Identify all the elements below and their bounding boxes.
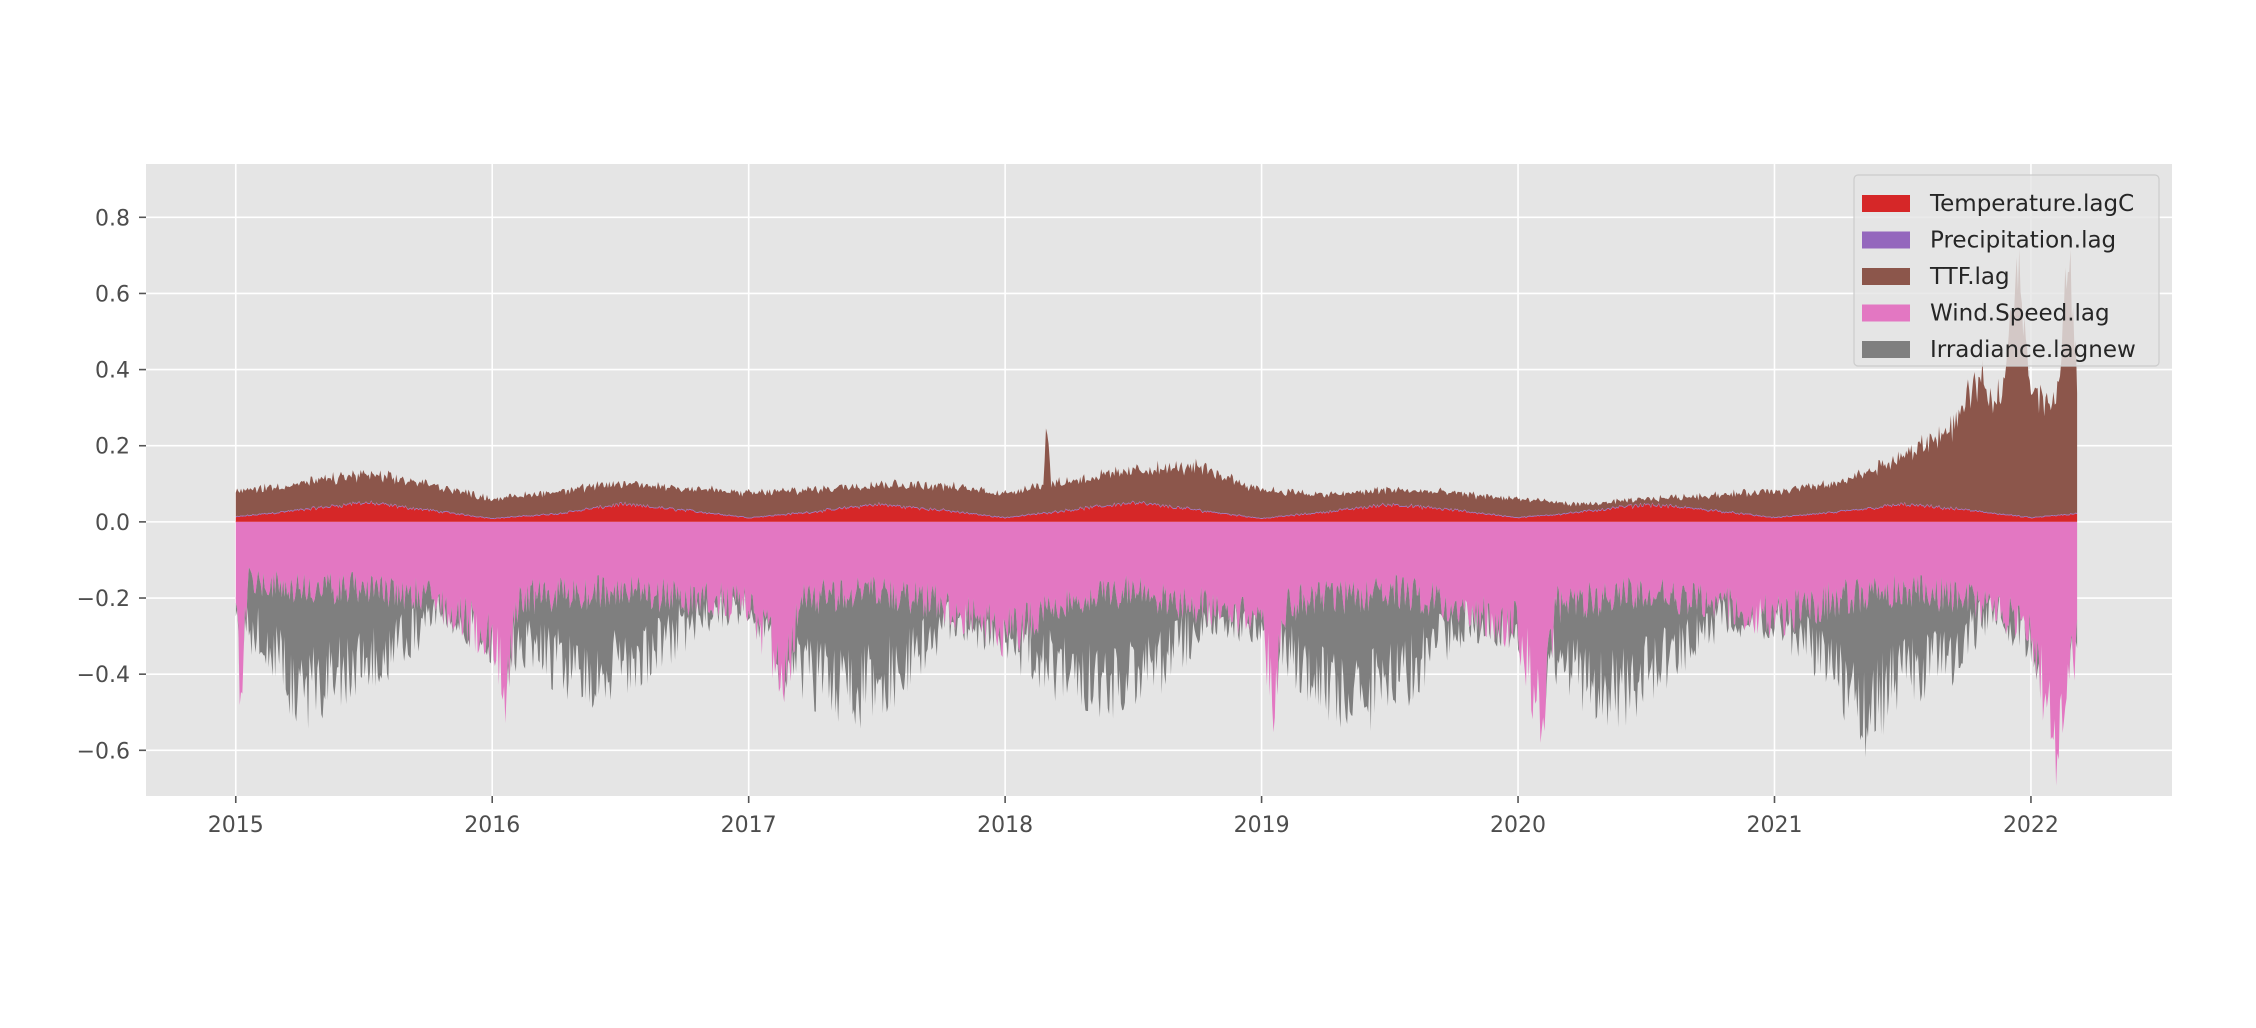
legend-swatch	[1862, 268, 1910, 285]
y-tick-label: 0.8	[95, 206, 130, 231]
legend-swatch	[1862, 231, 1910, 249]
y-tick-label: −0.4	[77, 663, 130, 688]
legend-swatch	[1862, 304, 1910, 322]
area-irradiance-lagnew	[235, 567, 2078, 786]
y-tick-label: −0.2	[77, 587, 130, 612]
x-tick-label: 2018	[977, 813, 1033, 838]
legend-label: Wind.Speed.lag	[1930, 301, 2110, 327]
y-tick-label: 0.0	[95, 511, 130, 536]
legend: Temperature.lagC Precipitation.lag TTF.lag…	[1853, 174, 2160, 367]
area-temperature-lagc	[235, 500, 2078, 522]
y-tick-label: −0.6	[77, 739, 130, 764]
x-axis: 2015 2016 2017 2018 2019 2020 2021 2022	[208, 796, 2059, 838]
legend-swatch	[1862, 195, 1910, 212]
x-tick-label: 2022	[2003, 813, 2059, 838]
y-tick-label: 0.2	[95, 435, 130, 460]
legend-label: Precipitation.lag	[1930, 228, 2116, 254]
area-ttf-lag	[235, 248, 2078, 519]
legend-label: Temperature.lagC	[1929, 191, 2134, 217]
x-tick-label: 2020	[1490, 813, 1546, 838]
x-tick-label: 2019	[1234, 813, 1290, 838]
y-tick-label: 0.6	[95, 282, 130, 307]
legend-swatch	[1862, 341, 1910, 358]
legend-box	[1853, 174, 2160, 367]
x-tick-label: 2015	[208, 813, 264, 838]
x-tick-label: 2017	[721, 813, 777, 838]
legend-label: Irradiance.lagnew	[1930, 337, 2136, 363]
x-tick-label: 2016	[464, 813, 520, 838]
x-tick-label: 2021	[1746, 813, 1802, 838]
y-axis: −0.6 −0.4 −0.2 0.0 0.2 0.4 0.6 0.8	[77, 206, 146, 764]
area-wind-speed-lag	[235, 521, 2078, 786]
y-tick-label: 0.4	[95, 359, 130, 384]
legend-label: TTF.lag	[1929, 264, 2010, 290]
series-areas	[235, 248, 2078, 786]
